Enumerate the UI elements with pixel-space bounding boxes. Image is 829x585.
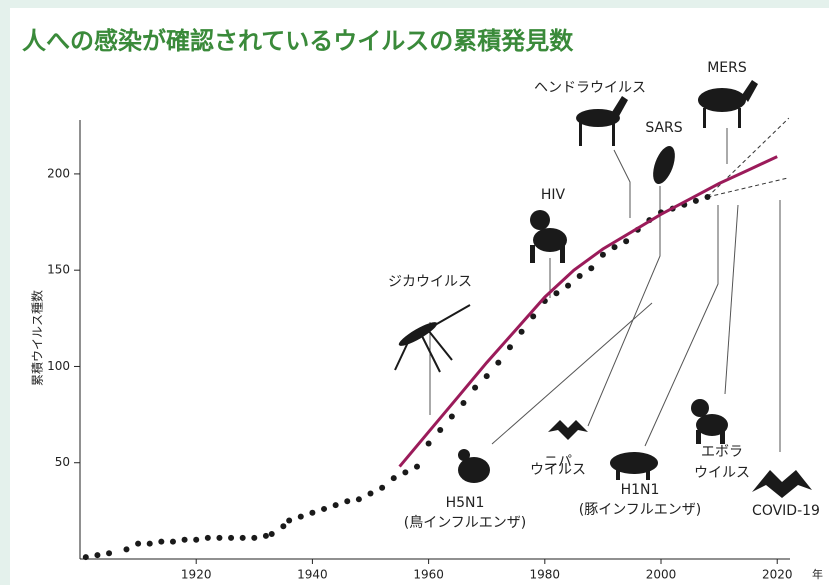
data-point — [280, 523, 287, 530]
data-point — [193, 536, 200, 543]
data-point — [94, 552, 101, 559]
y-axis-label: 累積ウイルス種数 — [30, 290, 45, 386]
annotation: エボラ — [701, 444, 743, 460]
x-tick-label: 1960 — [413, 568, 444, 582]
data-point — [367, 490, 374, 497]
data-point — [402, 469, 409, 476]
data-point — [82, 554, 89, 561]
data-point — [268, 530, 275, 537]
x-tick-label: 1940 — [297, 568, 328, 582]
data-point — [181, 536, 188, 543]
data-point — [623, 238, 630, 245]
data-point — [106, 550, 113, 557]
data-point — [390, 475, 397, 482]
annotation: ジカウイルス — [388, 274, 472, 290]
annotation: ニパ — [544, 454, 572, 470]
data-point — [169, 538, 176, 545]
data-point — [344, 498, 351, 505]
data-point — [239, 534, 246, 541]
data-point — [262, 532, 269, 539]
bat-icon — [752, 470, 812, 498]
data-point — [355, 496, 362, 503]
x-tick-label: 1920 — [181, 568, 212, 582]
bat-icon — [548, 420, 588, 440]
data-point — [297, 513, 304, 520]
annotation: MERS — [707, 60, 747, 76]
projection-line — [707, 177, 789, 198]
data-point — [146, 540, 153, 547]
fit-curve — [398, 155, 778, 468]
horse-icon — [576, 96, 628, 146]
data-point — [704, 194, 711, 201]
x-tick-label: 2000 — [646, 568, 677, 582]
data-point — [123, 546, 130, 553]
y-tick-label: 150 — [47, 263, 70, 277]
data-point — [472, 384, 479, 391]
data-point — [332, 502, 339, 509]
data-point — [692, 197, 699, 204]
data-point — [204, 534, 211, 541]
panel — [10, 8, 829, 585]
data-point — [286, 517, 293, 524]
data-point — [158, 538, 165, 545]
chart-title: 人への感染が確認されているウイルスの累積発見数 — [22, 27, 574, 55]
data-point — [576, 272, 583, 279]
data-point — [379, 484, 386, 491]
data-point — [588, 265, 595, 272]
y-tick-label: 100 — [47, 359, 70, 373]
x-unit: 年 — [812, 567, 823, 581]
data-point — [611, 244, 618, 251]
data-point — [506, 344, 513, 351]
annotation: H5N1 — [446, 495, 485, 511]
data-point — [135, 540, 142, 547]
annotation: H1N1 — [621, 482, 660, 498]
data-point — [228, 534, 235, 541]
annotation: (豚インフルエンザ) — [579, 502, 702, 518]
data-point — [437, 426, 444, 433]
data-point — [483, 373, 490, 380]
data-point — [553, 290, 560, 297]
data-point — [565, 282, 572, 289]
annotation: (鳥インフルエンザ) — [404, 515, 527, 531]
chimp-icon — [530, 210, 567, 263]
chicken-icon — [458, 449, 490, 483]
data-point — [251, 534, 258, 541]
data-point — [321, 505, 328, 512]
data-point — [413, 463, 420, 470]
projection-line — [707, 117, 790, 198]
x-tick-label: 2020 — [762, 568, 793, 582]
annotation: ヘンドラウイルス — [534, 80, 646, 96]
data-point — [518, 328, 525, 335]
data-point — [216, 534, 223, 541]
mosquito-icon — [394, 304, 471, 373]
annotation: COVID-19 — [752, 503, 820, 519]
annotation: SARS — [645, 120, 682, 136]
data-point — [495, 359, 502, 366]
chimp-icon — [691, 399, 728, 444]
y-tick-label: 200 — [47, 166, 70, 180]
data-point — [309, 509, 316, 516]
x-tick-label: 1980 — [530, 568, 561, 582]
camel-icon — [698, 80, 758, 128]
civet-icon — [653, 145, 675, 185]
pig-icon — [610, 452, 658, 480]
leaders — [429, 128, 781, 452]
annotation: ウイルス — [694, 465, 750, 481]
data-point — [425, 440, 432, 447]
data-point — [530, 313, 537, 320]
data-point — [599, 251, 606, 258]
data-point — [460, 400, 467, 407]
data-point — [448, 413, 455, 420]
annotation: HIV — [541, 187, 566, 203]
icons — [394, 80, 812, 498]
annotation: ウイルス — [530, 462, 586, 478]
y-tick-label: 50 — [55, 455, 70, 469]
